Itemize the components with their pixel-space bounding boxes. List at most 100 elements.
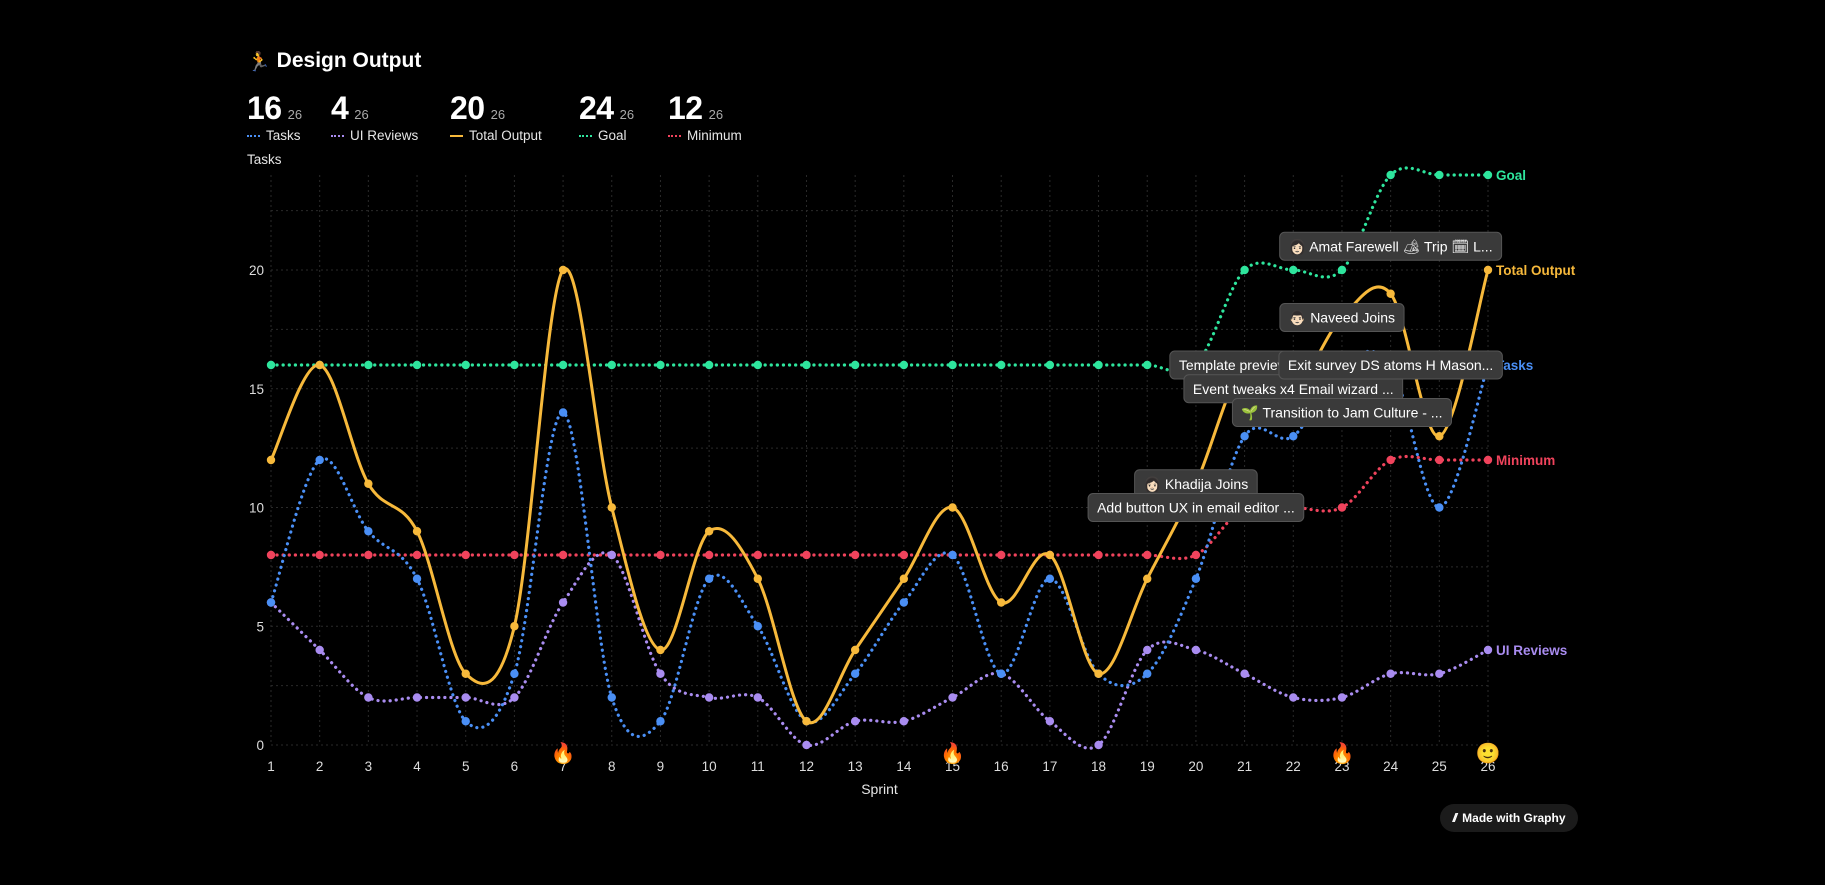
data-point-total-output: [997, 598, 1006, 607]
data-point-minimum: [266, 550, 276, 560]
data-point-ui-reviews: [656, 669, 665, 678]
data-point-goal: [948, 360, 957, 370]
series-tasks: Tasks: [266, 349, 1533, 738]
annotation-chip[interactable]: Add button UX in email editor ...: [1087, 493, 1305, 522]
badge-label: Made with Graphy: [1462, 811, 1566, 825]
x-tick-label: 22: [1286, 759, 1301, 774]
data-point-goal: [266, 360, 276, 370]
data-point-tasks: [315, 455, 324, 465]
y-tick-label: 20: [249, 263, 264, 278]
data-point-minimum: [802, 550, 811, 560]
data-point-minimum: [704, 550, 714, 560]
data-point-ui-reviews: [558, 598, 568, 607]
data-point-total-output: [1045, 550, 1055, 560]
data-point-ui-reviews: [461, 693, 470, 702]
annotation-text: Exit survey DS atoms H Mason...: [1288, 357, 1493, 373]
data-point-tasks: [412, 574, 422, 583]
x-axis-label: Sprint: [861, 781, 898, 797]
annotation-text: Event tweaks x4 Email wizard ...: [1193, 381, 1394, 397]
series-line-total-output: [269, 267, 1490, 725]
data-point-goal: [1483, 170, 1493, 180]
data-point-ui-reviews: [1191, 645, 1201, 655]
annotation-chip[interactable]: 👩🏻 Amat Farewell 🏕 Trip 🗓 L...: [1279, 231, 1503, 261]
annotation-layer: 👩🏻 Khadija Joins Add button UX in email e…: [1087, 231, 1503, 522]
made-with-graphy-badge[interactable]: // Made with Graphy: [1440, 804, 1578, 832]
x-tick-label: 13: [848, 759, 863, 774]
data-point-ui-reviews: [802, 740, 811, 750]
x-tick-label: 12: [799, 759, 814, 774]
end-label-minimum: Minimum: [1496, 453, 1555, 468]
stat-tasks[interactable]: 16 26 Tasks: [247, 90, 331, 143]
stat-total-output[interactable]: 20 26 Total Output: [450, 90, 579, 143]
stat-goal[interactable]: 24 26 Goal: [579, 90, 668, 143]
end-label-goal: Goal: [1496, 168, 1526, 183]
annotation-chip[interactable]: 👨🏻 Naveed Joins: [1279, 303, 1405, 332]
stat-value: 20: [450, 90, 485, 126]
y-axis-label: Tasks: [247, 152, 282, 167]
data-point-total-output: [948, 503, 957, 512]
x-tick-label: 16: [994, 759, 1009, 774]
data-point-tasks: [510, 669, 519, 678]
fire-icon: 🔥: [940, 741, 965, 765]
y-tick-label: 10: [249, 501, 264, 516]
data-point-minimum: [656, 550, 665, 560]
data-point-goal: [412, 360, 422, 370]
legend-label: Tasks: [266, 128, 301, 143]
annotation-text: Add button UX in email editor ...: [1097, 500, 1295, 516]
stat-value: 16: [247, 90, 282, 126]
x-tick-label: 9: [657, 759, 665, 774]
smile-icon: 🙂: [1476, 741, 1501, 765]
data-point-goal: [1045, 360, 1055, 370]
data-point-ui-reviews: [607, 550, 616, 560]
data-point-tasks: [1435, 503, 1444, 512]
data-point-ui-reviews: [899, 717, 909, 726]
data-point-minimum: [753, 550, 762, 560]
data-point-ui-reviews: [1094, 740, 1103, 750]
data-point-total-output: [802, 717, 811, 726]
data-point-tasks: [656, 717, 665, 726]
annotation-chip[interactable]: 👩🏻 Khadija Joins: [1134, 469, 1258, 499]
fire-icon: 🔥: [551, 741, 576, 765]
data-point-total-output: [266, 455, 276, 465]
data-point-tasks: [850, 669, 860, 678]
data-point-tasks: [558, 408, 568, 417]
data-point-total-output: [412, 527, 422, 536]
x-tick-label: 5: [462, 759, 470, 774]
data-point-ui-reviews: [364, 693, 373, 702]
annotation-chip[interactable]: Exit survey DS atoms H Mason...: [1278, 350, 1503, 380]
x-tick-label: 6: [511, 759, 519, 774]
data-point-minimum: [1191, 550, 1201, 560]
x-tick-label: 23: [1334, 759, 1349, 774]
data-point-goal: [607, 360, 616, 370]
data-point-goal: [1337, 265, 1347, 275]
stat-minimum[interactable]: 12 26 Minimum: [668, 90, 768, 143]
data-point-tasks: [997, 669, 1006, 678]
data-point-total-output: [315, 360, 324, 370]
data-point-tasks: [753, 622, 762, 631]
data-point-goal: [364, 360, 373, 370]
annotation-chip[interactable]: 🌱 Transition to Jam Culture - ...: [1231, 398, 1452, 427]
annotation-bg: [1279, 303, 1405, 332]
data-point-minimum: [315, 550, 324, 560]
x-tick-label: 15: [945, 759, 960, 774]
data-point-tasks: [266, 598, 276, 607]
data-point-goal: [899, 360, 909, 370]
data-point-total-output: [1483, 265, 1493, 275]
series-goal: Goal: [266, 166, 1526, 374]
stat-ui-reviews[interactable]: 4 26 UI Reviews: [331, 90, 450, 143]
legend-label: Total Output: [469, 128, 542, 143]
data-point-total-output: [1435, 432, 1444, 441]
stat-sprint: 26: [287, 107, 303, 122]
x-tick-label: 10: [702, 759, 717, 774]
legend-label: Minimum: [687, 128, 742, 143]
data-point-tasks: [1045, 574, 1055, 583]
data-point-minimum: [510, 550, 519, 560]
data-point-ui-reviews: [1435, 669, 1444, 678]
x-tick-label: 17: [1042, 759, 1057, 774]
data-point-minimum: [899, 550, 909, 560]
data-point-total-output: [461, 669, 470, 678]
data-point-goal: [1094, 360, 1103, 370]
x-tick-label: 7: [559, 759, 567, 774]
annotation-chip[interactable]: Event tweaks x4 Email wizard ...: [1183, 374, 1404, 404]
